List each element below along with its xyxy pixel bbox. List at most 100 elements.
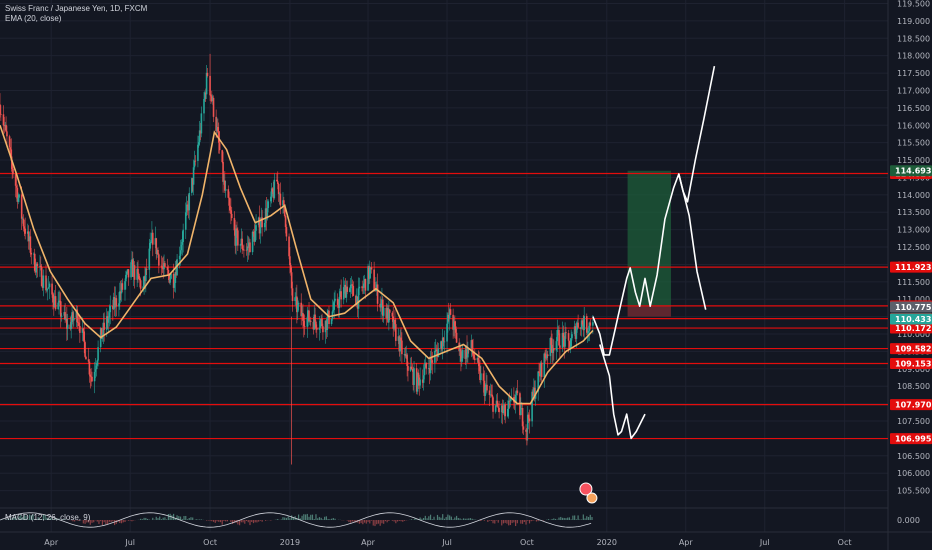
candle-body [581,320,584,325]
candle-body [549,337,552,357]
candle-body [118,291,121,304]
candle-body [29,236,32,253]
candle-body [236,228,238,231]
candle-body [289,265,292,273]
candle-body [60,315,63,317]
candle-body [283,205,286,217]
candle-body [97,347,99,361]
candle-body [471,340,474,351]
candle-body [398,336,401,352]
event-markers[interactable] [579,482,598,504]
candle-body [527,414,530,419]
candle-body [127,269,130,278]
candle-body [474,358,476,361]
event-marker-icon[interactable] [586,492,598,504]
candle-body [355,296,358,305]
candle-body [79,325,81,333]
candle-body [309,320,312,322]
candle-body [77,322,79,324]
candle-body [374,290,376,292]
candle-body [272,191,275,199]
candle-body [65,318,67,320]
candle-body [441,341,443,350]
candle-body [103,322,105,330]
candle-body [158,254,160,266]
candle-body [380,303,382,308]
candle-body [577,322,579,328]
candle-body [197,144,199,161]
candle-body [260,217,263,228]
candle-body [368,266,370,279]
candle-body [114,298,117,308]
time-axis[interactable]: Apr Jul Oct 2019 Apr Jul Oct 2020 Apr Jul Oct [44,538,851,547]
candle-body [537,371,539,392]
candle-body [361,286,363,288]
candle-body [349,288,351,292]
macd-legend[interactable]: MACD (12, 26, close, 9) [5,513,91,522]
candle-body [507,408,509,417]
symbol-legend[interactable]: Swiss Franc / Japanese Yen, 1D, FXCM [5,4,148,13]
candle-body [54,296,57,310]
candle-body [546,354,548,359]
candle-body [184,212,187,230]
candle-body [452,314,454,330]
candle-body [40,267,43,286]
candle-body [93,371,96,382]
ema-20-line [0,125,594,405]
price-axis[interactable]: 105.500106.000106.500107.000107.500108.0… [890,0,932,496]
candle-body [508,400,511,402]
candle-body [182,229,184,242]
candle-body [248,242,250,248]
candle-body [592,322,594,326]
candle-body [176,259,178,276]
level-price-label-bg [890,261,932,273]
candle-body [234,230,237,246]
candle-body [302,312,304,321]
candle-body [583,316,585,331]
candle-body [307,310,309,318]
candle-body [95,365,98,370]
price-tick-label: 113.500 [897,208,930,217]
candle-body [334,298,336,301]
candle-body [430,357,433,361]
ema-legend[interactable]: EMA (20, close) [5,14,62,23]
time-tick-label: Apr [361,538,376,547]
candle-body [0,104,1,114]
candle-body [240,238,243,245]
candle-body [343,284,346,288]
candle-body [526,414,529,430]
level-price-label-bg [890,322,932,334]
candle-body [502,410,505,414]
candle-body [327,310,329,318]
candle-body [243,249,245,251]
candle-body [35,263,38,273]
level-price-label-bg [890,357,932,369]
candle-body [477,357,480,363]
projection-drawings[interactable] [592,65,716,440]
candle-body [150,241,152,244]
candle-body [126,269,129,272]
candle-body [576,322,579,330]
candle-body [501,405,504,414]
event-marker-icon[interactable] [579,482,593,496]
candle-body [483,380,486,396]
candle-body [276,179,278,182]
horizontal-levels[interactable] [0,172,888,440]
price-tick-label: 118.500 [897,34,930,43]
time-tick-label: Oct [838,538,852,547]
candle-body [461,349,464,359]
candle-body [119,291,122,294]
candle-body [42,275,45,288]
candle-body [407,366,409,371]
profit-zone [627,170,671,306]
price-tick-label: 116.000 [897,121,930,130]
candle-body [118,303,120,307]
candle-body [303,326,306,327]
candle-body [105,316,108,330]
candle-body [69,324,72,330]
candle-body [579,327,582,329]
candle-body [136,268,138,280]
price-tick-label: 118.000 [897,52,930,61]
